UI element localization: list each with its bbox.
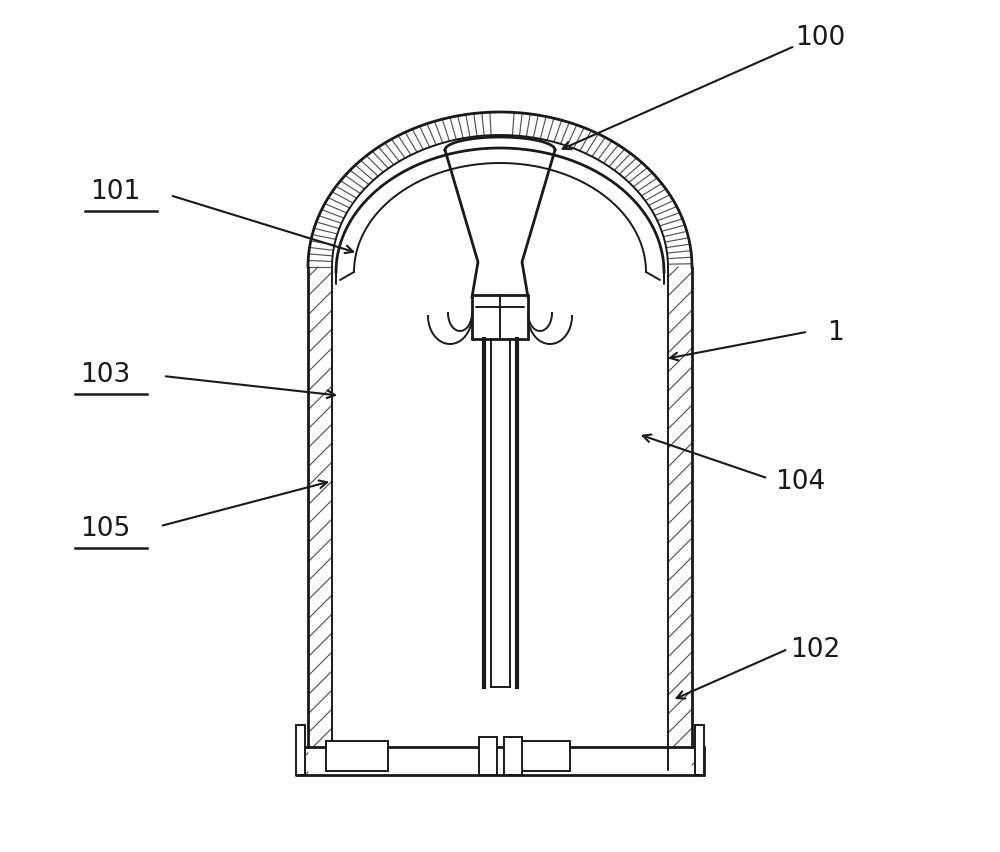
Bar [296, 725, 305, 775]
Text: 105: 105 [80, 515, 130, 541]
Text: 101: 101 [90, 179, 140, 204]
Text: 104: 104 [775, 469, 825, 494]
Text: 103: 103 [80, 362, 130, 388]
Text: 1: 1 [827, 320, 843, 345]
Bar [326, 741, 388, 771]
Text: 100: 100 [795, 26, 845, 51]
Text: 102: 102 [790, 636, 840, 662]
Bar [508, 741, 570, 771]
Bar [479, 737, 496, 775]
Bar [695, 725, 704, 775]
Bar [504, 737, 522, 775]
